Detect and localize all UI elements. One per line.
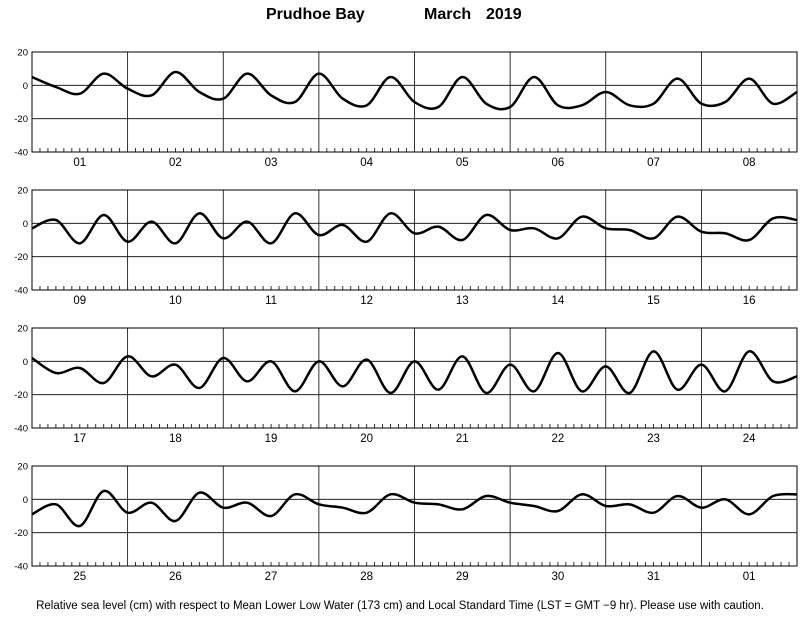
day-label: 23 xyxy=(647,433,660,445)
day-label: 01 xyxy=(73,157,86,169)
y-tick-label: 0 xyxy=(23,495,28,506)
day-label: 03 xyxy=(265,157,278,169)
day-label: 14 xyxy=(552,295,565,307)
panel-3: 20 0 -20 -40 17 18 19 20 21 22 23 24 xyxy=(14,324,798,445)
panel-1: 20 0 -20 -40 01 02 03 04 05 06 07 08 xyxy=(14,48,798,169)
footnote: Relative sea level (cm) with respect to … xyxy=(36,600,764,612)
day-label: 02 xyxy=(169,157,182,169)
y-tick-label: -20 xyxy=(14,114,28,125)
y-tick-label: -40 xyxy=(14,562,28,573)
day-label: 31 xyxy=(647,571,660,583)
y-tick-label: 20 xyxy=(17,48,28,59)
y-tick-label: -20 xyxy=(14,528,28,539)
day-label: 19 xyxy=(265,433,278,445)
day-label: 07 xyxy=(647,157,660,169)
y-tick-label: -20 xyxy=(14,390,28,401)
day-label: 20 xyxy=(360,433,373,445)
day-label: 09 xyxy=(73,295,86,307)
day-label: 24 xyxy=(743,433,756,445)
y-tick-label: 20 xyxy=(17,186,28,197)
day-label: 22 xyxy=(552,433,565,445)
y-tick-label: 20 xyxy=(17,324,28,335)
day-label: 12 xyxy=(360,295,373,307)
y-tick-label: 20 xyxy=(17,462,28,473)
day-label: 16 xyxy=(743,295,756,307)
panel-4: 20 0 -20 -40 25 26 27 28 29 30 31 01 xyxy=(14,462,798,583)
title-station: Prudhoe Bay xyxy=(266,6,365,23)
day-label: 04 xyxy=(360,157,373,169)
day-label: 28 xyxy=(360,571,373,583)
y-tick-label: 0 xyxy=(23,219,28,230)
y-tick-label: -40 xyxy=(14,148,28,159)
day-label: 26 xyxy=(169,571,182,583)
title-month: March xyxy=(424,6,472,23)
y-tick-label: 0 xyxy=(23,81,28,92)
day-label: 25 xyxy=(73,571,86,583)
day-label: 27 xyxy=(265,571,278,583)
sea-level-line xyxy=(31,70,798,111)
y-tick-label: -40 xyxy=(14,424,28,435)
title-year: 2019 xyxy=(486,6,522,23)
day-label: 18 xyxy=(169,433,182,445)
day-label: 10 xyxy=(169,295,182,307)
sea-level-line xyxy=(31,489,798,528)
day-label: 06 xyxy=(552,157,565,169)
day-label: 13 xyxy=(456,295,469,307)
panel-2: 20 0 -20 -40 09 10 11 12 13 14 15 16 xyxy=(14,186,798,307)
day-label: 08 xyxy=(743,157,756,169)
chart-title: Prudhoe Bay March 2019 xyxy=(0,6,800,28)
day-label: 29 xyxy=(456,571,469,583)
sea-level-line xyxy=(31,212,798,245)
y-tick-label: -40 xyxy=(14,286,28,297)
y-tick-label: -20 xyxy=(14,252,28,263)
day-label: 15 xyxy=(647,295,660,307)
y-tick-label: 0 xyxy=(23,357,28,368)
day-label: 21 xyxy=(456,433,469,445)
sea-level-line xyxy=(31,350,798,395)
day-label: 11 xyxy=(265,295,277,307)
day-label: 05 xyxy=(456,157,469,169)
day-label: 01 xyxy=(743,571,756,583)
day-label: 17 xyxy=(73,433,86,445)
day-label: 30 xyxy=(552,571,565,583)
